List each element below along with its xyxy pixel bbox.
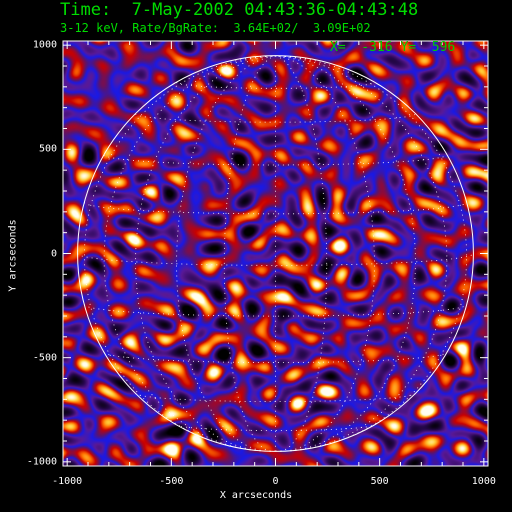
cursor-coordinate-readout: X= -316 Y= 596 [330,40,456,55]
latitude-line [176,424,375,431]
axis-ticks [63,41,488,466]
longitude-line [275,55,468,452]
plot-frame [62,40,489,467]
longitude-line [275,55,375,452]
x-tick-label: 1000 [471,476,496,487]
longitude-line [223,55,276,452]
energy-rate-subtitle: 3-12 keV, Rate/BgRate: 3.64E+02/ 3.09E+0… [60,21,371,35]
longitude-line [275,55,448,452]
y-tick-label: 500 [38,143,57,155]
longitude-line [83,55,276,452]
longitude-line [135,55,276,452]
longitude-line [275,55,328,452]
y-tick-label: 0 [50,248,57,259]
solar-limb-circle [77,55,474,452]
latitude-line [135,113,416,123]
latitude-line [176,82,375,89]
x-tick-label: 500 [370,476,389,487]
latitude-line [77,253,474,266]
observation-time-title: Time: 7-May-2002 04:43:36-04:43:48 [60,0,419,20]
x-tick-label: -500 [159,476,184,487]
longitude-line [176,55,276,452]
x-axis-label: X arcseconds [219,490,293,501]
y-axis-label: Y arcseconds [7,219,19,292]
heliographic-grid [77,55,474,452]
x-tick-label: 0 [272,476,279,487]
heatmap-image[interactable] [63,41,488,466]
longitude-line [275,55,416,452]
y-tick-label: -1000 [26,456,57,468]
x-tick-label: -1000 [52,476,83,487]
y-tick-label: 1000 [32,39,57,51]
longitude-line [103,55,276,452]
y-tick-label: -500 [32,352,57,364]
